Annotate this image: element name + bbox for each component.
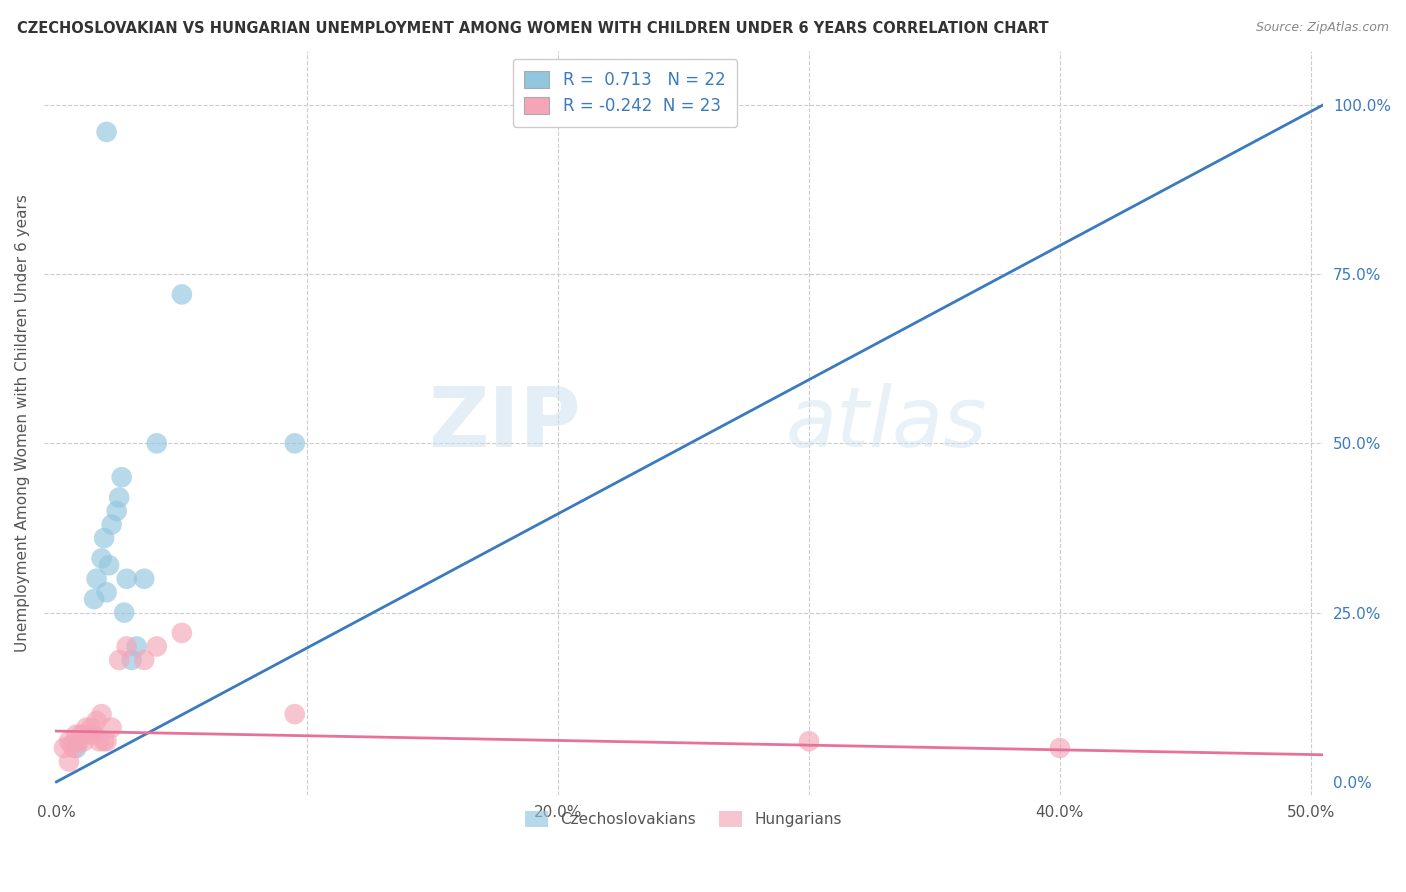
Point	[108, 653, 131, 667]
Point	[108, 491, 131, 505]
Point	[58, 755, 80, 769]
Point	[63, 741, 86, 756]
Point	[65, 727, 87, 741]
Point	[93, 734, 115, 748]
Point	[70, 727, 93, 741]
Point	[146, 640, 169, 654]
Point	[86, 572, 108, 586]
Point	[77, 727, 100, 741]
Point	[797, 734, 820, 748]
Point	[121, 653, 143, 667]
Point	[134, 653, 156, 667]
Point	[98, 558, 121, 573]
Point	[87, 734, 110, 748]
Point	[100, 721, 122, 735]
Point	[134, 572, 156, 586]
Text: Source: ZipAtlas.com: Source: ZipAtlas.com	[1256, 21, 1389, 34]
Point	[125, 640, 148, 654]
Point	[1049, 741, 1071, 756]
Point	[146, 436, 169, 450]
Point	[76, 721, 98, 735]
Point	[284, 707, 307, 722]
Text: ZIP: ZIP	[429, 383, 581, 464]
Point	[52, 741, 75, 756]
Point	[170, 287, 193, 301]
Y-axis label: Unemployment Among Women with Children Under 6 years: Unemployment Among Women with Children U…	[15, 194, 30, 652]
Point	[80, 721, 103, 735]
Point	[83, 592, 105, 607]
Point	[115, 640, 138, 654]
Point	[284, 436, 307, 450]
Point	[90, 551, 112, 566]
Point	[65, 741, 87, 756]
Point	[86, 714, 108, 728]
Point	[96, 734, 118, 748]
Point	[58, 734, 80, 748]
Point	[111, 470, 134, 484]
Point	[73, 734, 96, 748]
Point	[100, 517, 122, 532]
Point	[96, 585, 118, 599]
Legend: Czechoslovakians, Hungarians: Czechoslovakians, Hungarians	[516, 802, 851, 836]
Text: atlas: atlas	[786, 383, 987, 464]
Text: CZECHOSLOVAKIAN VS HUNGARIAN UNEMPLOYMENT AMONG WOMEN WITH CHILDREN UNDER 6 YEAR: CZECHOSLOVAKIAN VS HUNGARIAN UNEMPLOYMEN…	[17, 21, 1049, 36]
Point	[60, 738, 83, 752]
Point	[93, 531, 115, 545]
Point	[115, 572, 138, 586]
Point	[90, 707, 112, 722]
Point	[96, 125, 118, 139]
Point	[112, 606, 135, 620]
Point	[67, 734, 90, 748]
Point	[170, 626, 193, 640]
Point	[83, 727, 105, 741]
Point	[105, 504, 128, 518]
